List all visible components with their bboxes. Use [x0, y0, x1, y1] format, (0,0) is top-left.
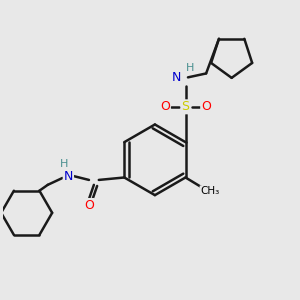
Text: H: H	[60, 159, 69, 169]
Text: O: O	[201, 100, 211, 113]
Text: S: S	[182, 100, 190, 113]
Text: O: O	[160, 100, 170, 113]
Text: H: H	[186, 63, 195, 73]
Text: N: N	[172, 71, 182, 84]
Text: CH₃: CH₃	[200, 186, 220, 196]
Text: N: N	[64, 169, 73, 182]
Text: O: O	[84, 199, 94, 212]
